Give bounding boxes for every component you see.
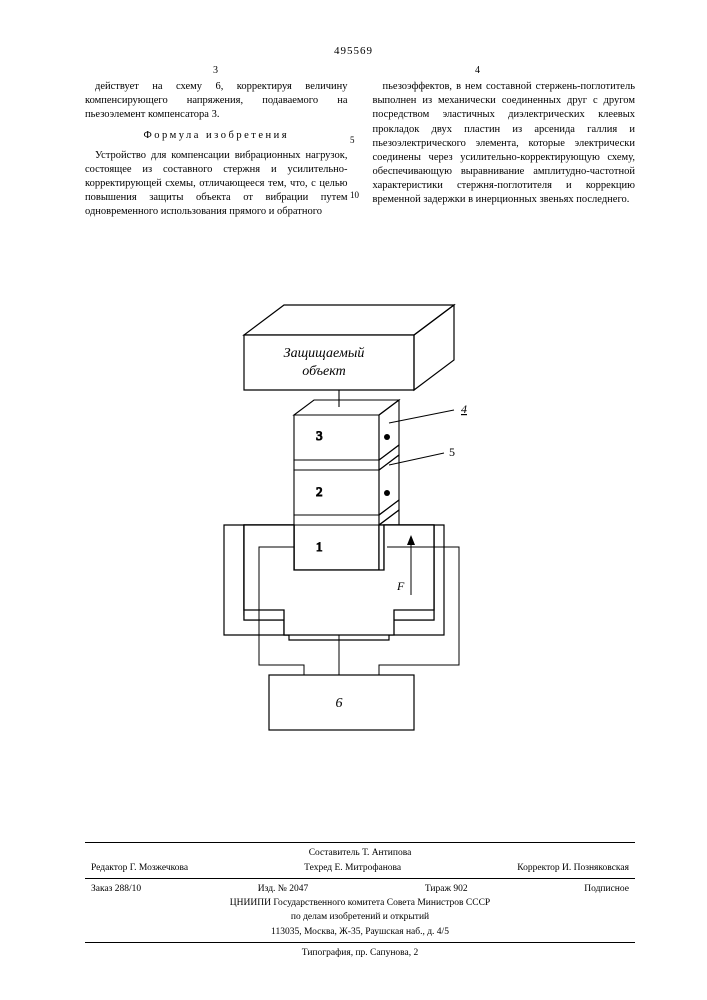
doc-number: 495569	[0, 45, 707, 57]
block-1-label: 1	[316, 539, 323, 554]
right-column: пьезоэффектов, в нем составной стержень-…	[373, 80, 636, 226]
footer-org1: ЦНИИПИ Государственного комитета Совета …	[85, 896, 635, 910]
left-para-1: действует на схему 6, корректируя величи…	[85, 80, 348, 123]
footer-print-row: Заказ 288/10 Изд. № 2047 Тираж 902 Подпи…	[85, 882, 635, 896]
footer: Составитель Т. Антипова Редактор Г. Мозж…	[85, 839, 635, 960]
protected-object-label-2: объект	[302, 364, 345, 379]
footer-compiler: Составитель Т. Антипова	[85, 846, 635, 860]
footer-addr: 113035, Москва, Ж-35, Раушская наб., д. …	[85, 925, 635, 939]
force-arrow-label: F	[396, 579, 405, 593]
callout-5: 5	[449, 445, 455, 459]
block-6-label: 6	[336, 696, 343, 711]
left-column: действует на схему 6, корректируя величи…	[85, 80, 348, 226]
footer-izd: Изд. № 2047	[258, 882, 308, 896]
protected-object-label-1: Защищаемый	[284, 346, 365, 361]
text-body: действует на схему 6, корректируя величи…	[85, 80, 635, 226]
right-para-1: пьезоэффектов, в нем составной стержень-…	[373, 80, 636, 208]
block-3-label: 3	[316, 428, 323, 443]
footer-order: Заказ 288/10	[91, 882, 141, 896]
footer-tirazh: Тираж 902	[425, 882, 468, 896]
left-para-2: Устройство для компенсации вибрационных …	[85, 149, 348, 220]
block-2-label: 2	[316, 484, 323, 499]
col-num-left: 3	[213, 65, 218, 76]
footer-techred: Техред Е. Митрофанова	[304, 861, 401, 875]
footer-org2: по делам изобретений и открытий	[85, 910, 635, 924]
footer-editor: Редактор Г. Мозжечкова	[91, 861, 188, 875]
footer-typo: Типография, пр. Сапунова, 2	[85, 946, 635, 960]
formula-heading: Формула изобретения	[85, 129, 348, 143]
col-num-right: 4	[475, 65, 480, 76]
footer-podpisnoe: Подписное	[584, 882, 629, 896]
footer-corrector: Корректор И. Позняковская	[517, 861, 629, 875]
callout-4: 4	[461, 402, 467, 416]
footer-credits-row: Редактор Г. Мозжечкова Техред Е. Митрофа…	[85, 861, 635, 875]
patent-diagram: Защищаемый объект 3 2 1	[189, 275, 519, 755]
